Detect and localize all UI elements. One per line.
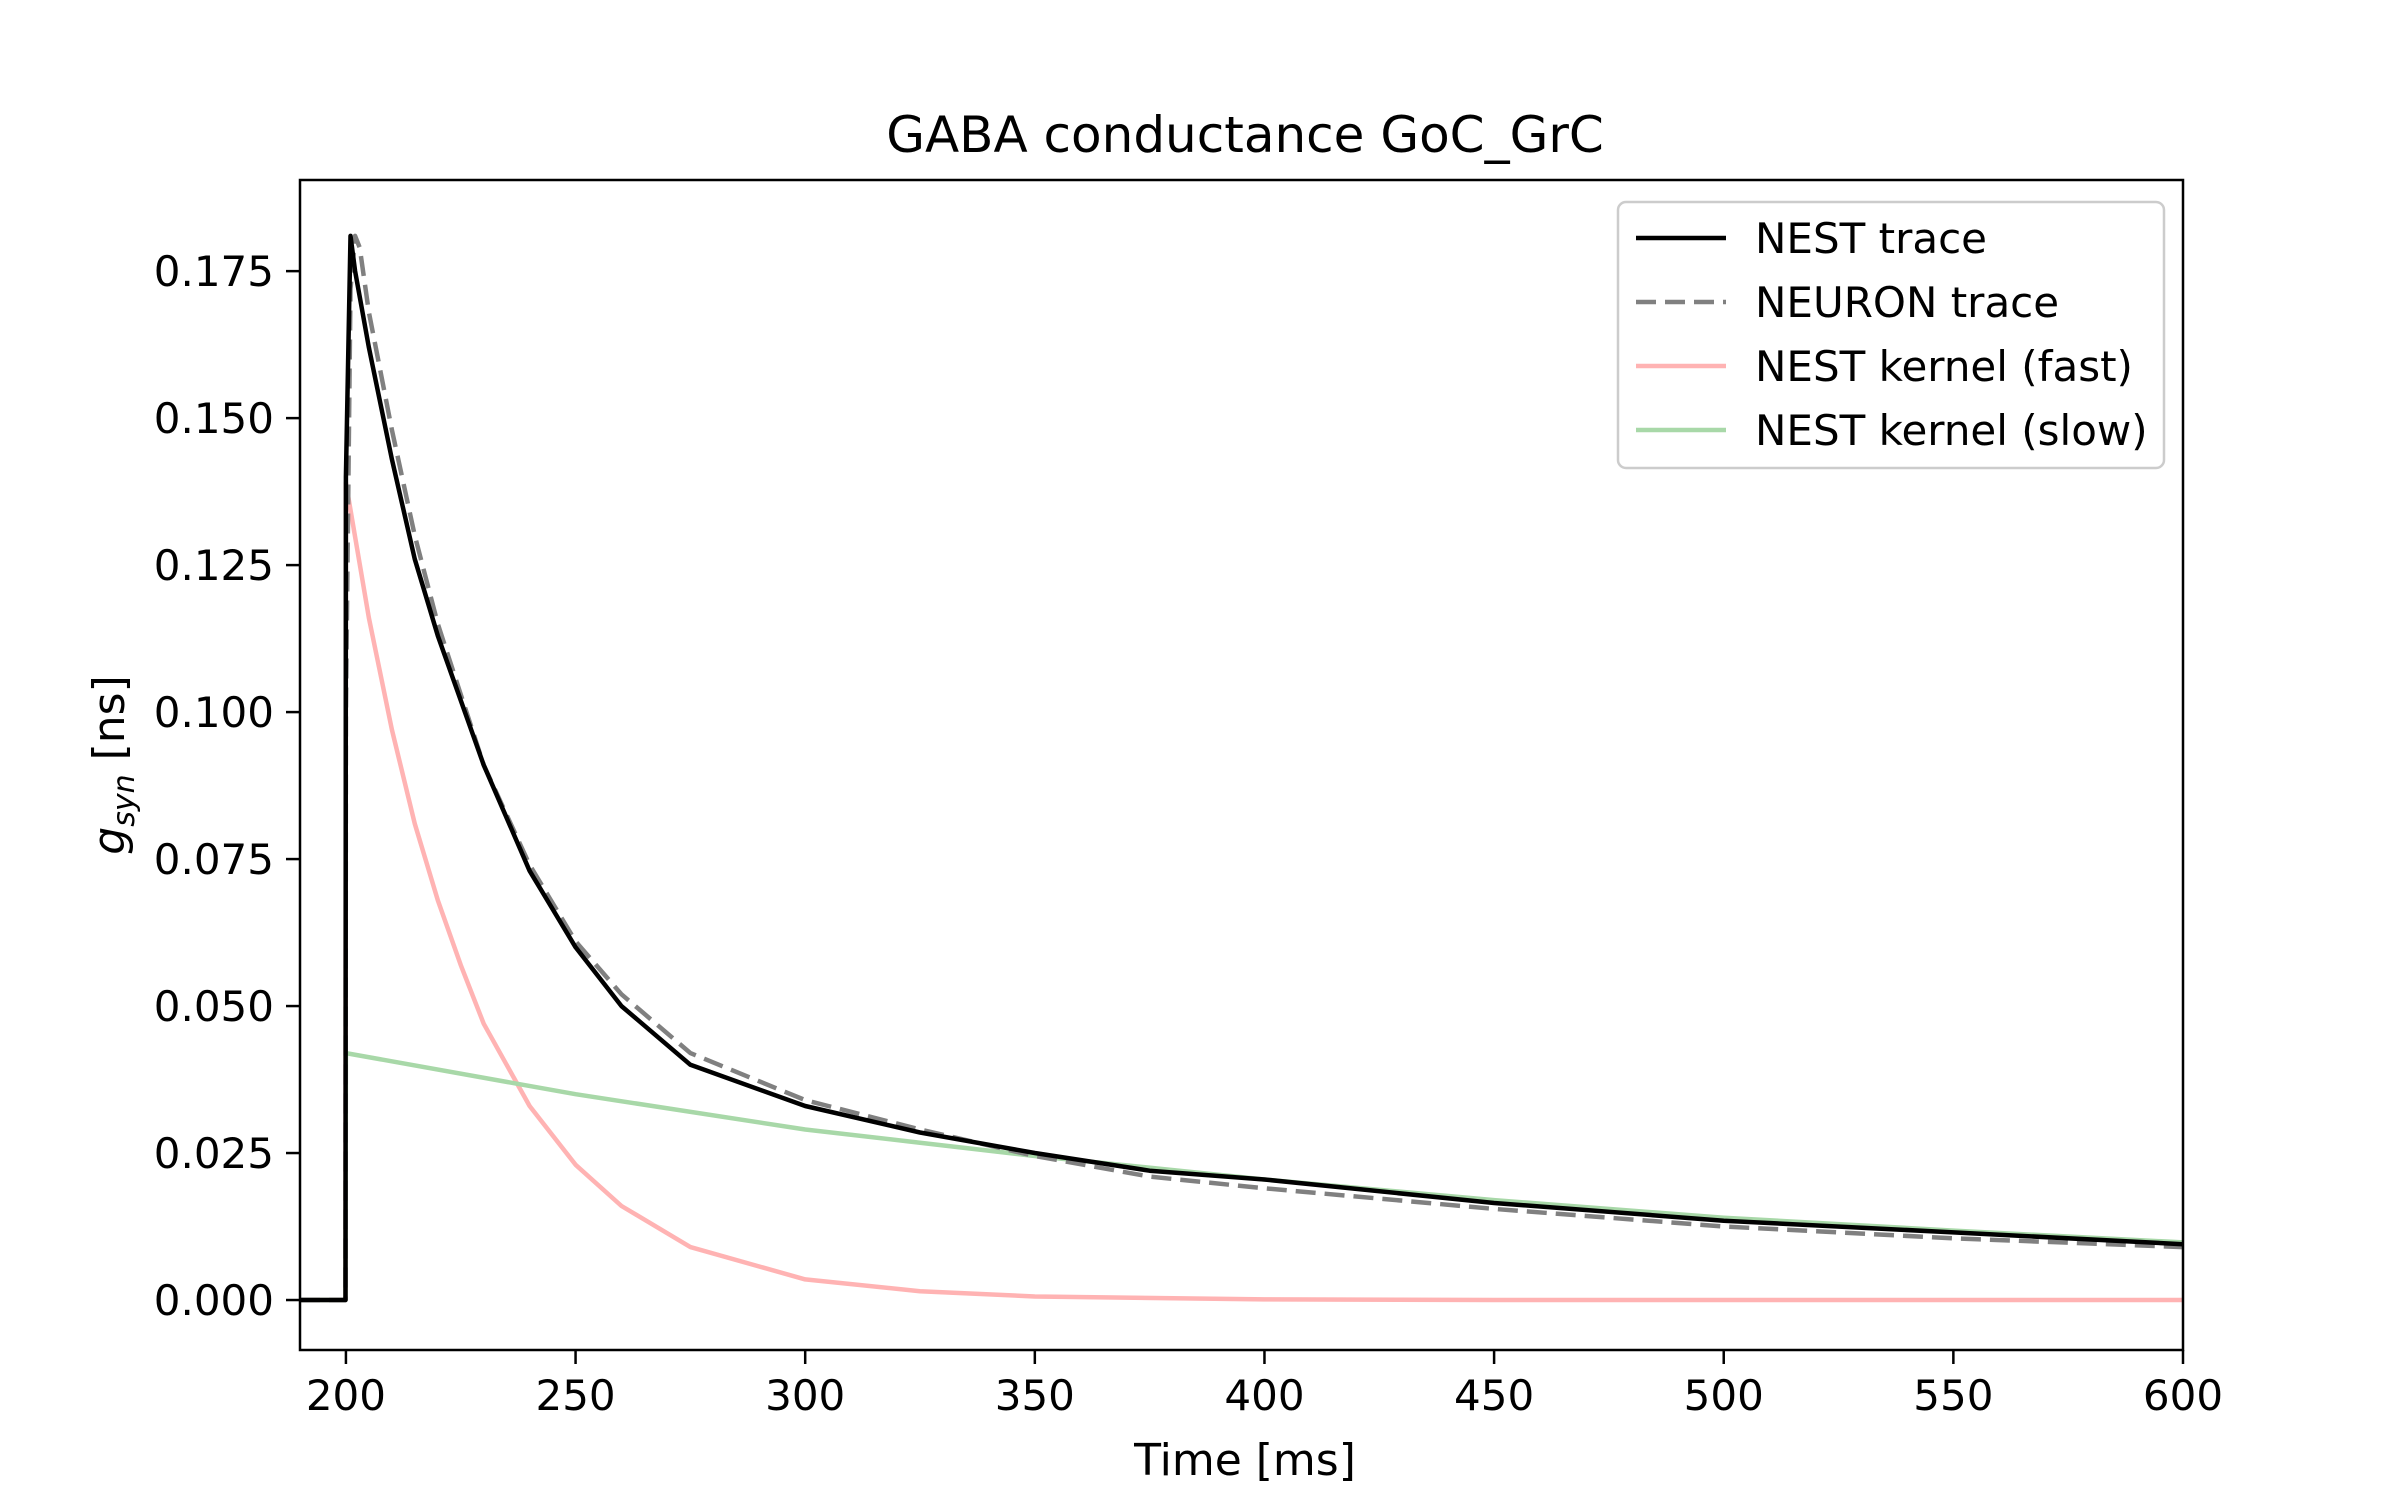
x-tick-label: 400	[1224, 1371, 1304, 1420]
x-tick-label: 600	[2143, 1371, 2223, 1420]
series-line-nest-trace	[300, 233, 2183, 1303]
x-tick-label: 450	[1454, 1371, 1534, 1420]
axes-frame	[298, 178, 2185, 1352]
legend-label-nest-kernel-slow: NEST kernel (slow)	[1755, 406, 2148, 455]
legend-label-nest-trace: NEST trace	[1755, 214, 1987, 263]
y-axis-label-symbol: g	[84, 827, 135, 855]
x-tick-label: 500	[1684, 1371, 1764, 1420]
y-tick-label: 0.125	[154, 541, 274, 590]
y-tick-label: 0.025	[154, 1129, 274, 1178]
legend-label-nest-kernel-fast: NEST kernel (fast)	[1755, 342, 2133, 391]
series-line-nest-kernel-fast	[300, 480, 2183, 1303]
series-line-neuron-trace	[300, 233, 2183, 1303]
x-tick-label: 200	[306, 1371, 386, 1420]
x-tick-label: 250	[535, 1371, 615, 1420]
y-axis-label-unit: [ns]	[84, 675, 135, 774]
y-axis: 0.000 0.025 0.050 0.075 0.100 0.125 0.150 0.175	[154, 247, 300, 1325]
y-axis-label-subscript: syn	[107, 774, 142, 826]
y-tick-label: 0.150	[154, 394, 274, 443]
y-axis-label: gsyn [ns]	[84, 675, 142, 854]
x-axis-label: Time [ms]	[1133, 1435, 1356, 1486]
x-tick-label: 300	[765, 1371, 845, 1420]
legend-frame	[1616, 200, 2166, 470]
y-tick-label: 0.075	[154, 835, 274, 884]
y-tick-label: 0.175	[154, 247, 274, 296]
legend: NEST trace NEURON trace NEST kernel (fast)…	[1616, 200, 2166, 470]
series-layer	[300, 233, 2183, 1303]
legend-label-neuron-trace: NEURON trace	[1755, 278, 2059, 327]
y-tick-label: 0.000	[154, 1276, 274, 1325]
x-axis: 200 250 300 350 400 450 500 550 600	[306, 1350, 2223, 1420]
x-tick-label: 550	[1913, 1371, 1993, 1420]
y-tick-label: 0.100	[154, 688, 274, 737]
y-tick-label: 0.050	[154, 982, 274, 1031]
chart-title: GABA conductance GoC_GrC	[886, 106, 1604, 164]
x-tick-label: 350	[995, 1371, 1075, 1420]
